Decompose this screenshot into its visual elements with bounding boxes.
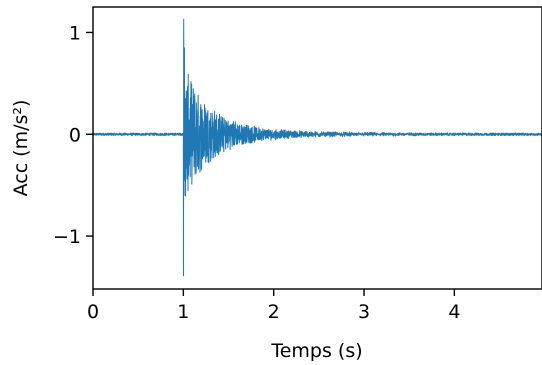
- y-tick-label: 1: [69, 22, 81, 44]
- y-axis: 1 0 −1: [53, 22, 93, 248]
- y-axis-label: Acc (m/s²): [10, 100, 32, 197]
- series-line: [92, 18, 542, 277]
- x-axis: 0 1 2 3 4: [87, 289, 460, 323]
- x-tick-label: 3: [358, 301, 370, 323]
- x-tick-label: 0: [87, 301, 99, 323]
- x-axis-label: Temps (s): [270, 340, 362, 362]
- y-tick-label: 0: [69, 124, 81, 146]
- x-tick-label: 4: [448, 301, 460, 323]
- plot-area: [92, 18, 542, 277]
- x-tick-label: 2: [268, 301, 280, 323]
- axes-frame: [92, 6, 542, 290]
- y-tick-label: −1: [53, 226, 81, 248]
- x-tick-label: 1: [177, 301, 189, 323]
